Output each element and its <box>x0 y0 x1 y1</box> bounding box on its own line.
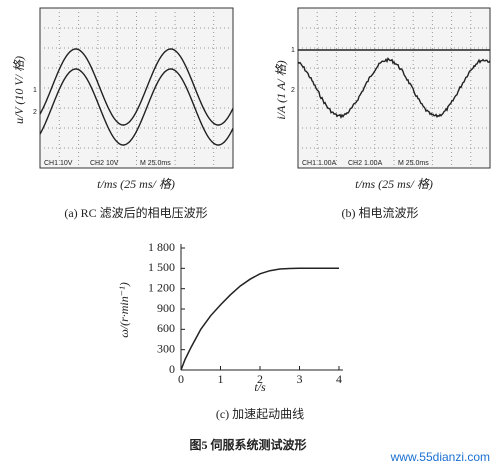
x-label: t/s <box>254 380 266 394</box>
watermark: www.55dianzi.com <box>390 450 490 464</box>
scope-a: CH1 10V CH2 10V M 25.0ms 1 2 <box>33 7 234 169</box>
scope-label: CH1 1.00A <box>302 160 337 167</box>
y-tick-label: 900 <box>157 301 175 315</box>
y-tick-label: 600 <box>157 321 175 335</box>
y-label: i/A (1 A/ 格) <box>274 60 288 119</box>
figure-caption: 图5 伺服系统测试波形 <box>189 437 306 452</box>
x-tick-label: 3 <box>297 372 303 386</box>
x-tick-label: 2 <box>257 372 263 386</box>
x-label: t/ms (25 ms/ 格) <box>355 177 433 191</box>
x-tick-label: 0 <box>178 372 184 386</box>
y-tick-label: 1 200 <box>148 280 175 294</box>
x-tick-label: 4 <box>336 372 342 386</box>
x-label: t/ms (25 ms/ 格) <box>97 177 175 191</box>
scope-label: CH2 10V <box>90 160 119 167</box>
y-label: ω/(r·min⁻¹) <box>117 282 131 337</box>
scope-label: M 25.0ms <box>140 160 171 167</box>
x-tick-label: 1 <box>218 372 224 386</box>
line <box>180 267 339 371</box>
y-tick-label: 300 <box>157 341 175 355</box>
y-tick-label: 1 500 <box>148 260 175 274</box>
scope-label: CH2 1.00A <box>348 160 383 167</box>
waveform <box>297 57 491 119</box>
scope-b: CH1 1.00A CH2 1.00A M 25.0ms 1 2 <box>291 7 491 169</box>
scope-label: CH1 10V <box>44 160 73 167</box>
y-label: u/V (10 V/ 格) <box>12 56 26 124</box>
waveform <box>39 48 234 126</box>
y-tick-label: 0 <box>169 362 175 376</box>
channel-mark: 1 <box>291 47 295 54</box>
caption: (c) 加速起动曲线 <box>216 407 304 421</box>
waveform <box>39 68 234 146</box>
channel-mark: 1 <box>33 87 37 94</box>
caption: (b) 相电流波形 <box>342 206 419 220</box>
scope-label: M 25.0ms <box>398 160 429 167</box>
chart: 0 300 600 900 1 200 1 500 1 800 0 1 2 3 4 <box>148 240 343 386</box>
channel-mark: 2 <box>291 87 295 94</box>
channel-mark: 2 <box>33 109 37 116</box>
y-tick-label: 1 800 <box>148 240 175 254</box>
caption: (a) RC 滤波后的相电压波形 <box>64 205 207 220</box>
